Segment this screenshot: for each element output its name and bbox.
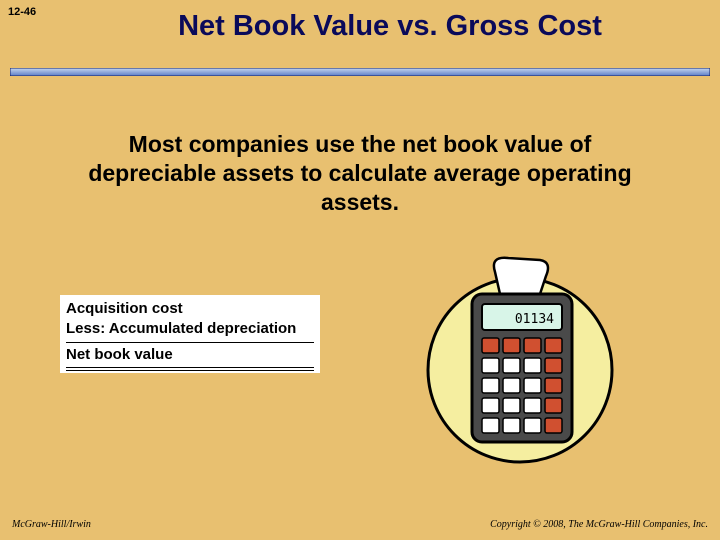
formula-rule-double: [66, 367, 314, 371]
slide-number: 12-46: [8, 6, 36, 18]
formula-box: Acquisition cost Less: Accumulated depre…: [60, 295, 320, 373]
calculator-icon: 01134: [400, 250, 620, 470]
svg-text:01134: 01134: [515, 312, 554, 327]
formula-row: Acquisition cost: [66, 299, 314, 319]
horizontal-rule: [10, 68, 710, 76]
footer-left: McGraw-Hill/Irwin: [12, 519, 91, 530]
body-text: Most companies use the net book value of…: [70, 130, 650, 216]
slide: 12-46 Net Book Value vs. Gross Cost Most…: [0, 0, 720, 540]
footer-right: Copyright © 2008, The McGraw-Hill Compan…: [490, 519, 708, 530]
slide-title: Net Book Value vs. Gross Cost: [90, 10, 690, 43]
formula-row: Less: Accumulated depreciation: [66, 319, 314, 339]
formula-row: Net book value: [66, 345, 314, 365]
formula-rule-single: [66, 342, 314, 343]
